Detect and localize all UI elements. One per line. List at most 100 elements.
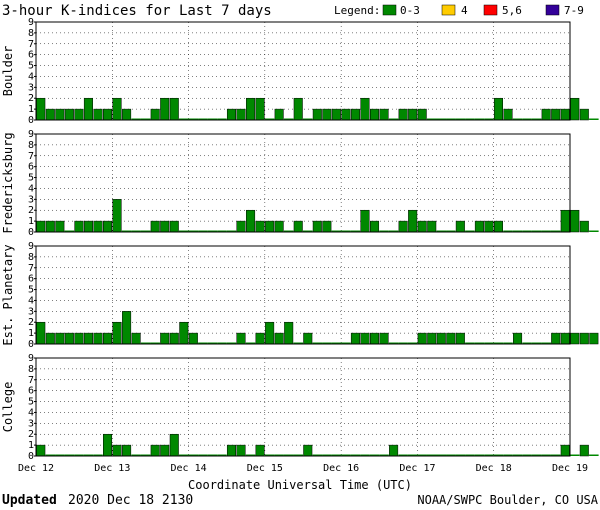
bar (236, 108, 246, 121)
series-label: Fredericksburg (1, 132, 15, 233)
bar (150, 220, 160, 233)
bar (284, 321, 294, 345)
bar (64, 108, 74, 121)
bar (512, 118, 523, 120)
bar (198, 342, 208, 344)
y-tick-label: 8 (28, 364, 34, 375)
bar (341, 454, 351, 456)
bar (417, 454, 427, 456)
bar (283, 230, 294, 232)
bar (312, 220, 322, 233)
y-tick-label: 4 (28, 407, 34, 418)
bar (274, 108, 284, 121)
bar (560, 444, 570, 457)
bar (446, 332, 456, 345)
y-tick-label: 9 (28, 353, 34, 364)
bar (331, 230, 342, 232)
bar (74, 454, 84, 456)
bar (264, 454, 275, 456)
bar (140, 230, 151, 232)
bar (560, 209, 570, 233)
bar (322, 454, 332, 456)
bar (274, 220, 284, 233)
bar (226, 108, 236, 121)
bar (140, 454, 151, 456)
bar (370, 108, 380, 121)
y-tick-label: 1 (28, 328, 34, 339)
y-tick-label: 6 (28, 50, 34, 61)
bar (179, 454, 189, 456)
series-label: Boulder (1, 46, 15, 97)
y-tick-label: 3 (28, 418, 34, 429)
y-tick-label: 2 (28, 429, 34, 440)
bar (350, 332, 360, 345)
bar (579, 444, 589, 457)
bar (455, 220, 465, 233)
bar (64, 230, 75, 232)
y-tick-label: 7 (28, 39, 34, 50)
bar (169, 220, 179, 233)
bar (322, 220, 332, 233)
panel-frame (35, 357, 571, 457)
bar (455, 454, 466, 456)
bar (217, 342, 227, 344)
bar (160, 332, 170, 345)
bar (560, 332, 570, 345)
x-tick-label: Dec 17 (399, 463, 435, 474)
bar (198, 118, 208, 120)
bar (293, 342, 303, 344)
bar (493, 97, 504, 121)
bar (417, 108, 427, 121)
bar (484, 342, 494, 344)
bar (408, 209, 418, 233)
bar (407, 454, 418, 456)
bar (370, 220, 380, 233)
bar (465, 230, 475, 232)
legend-swatch-2 (483, 4, 498, 16)
bar (83, 332, 93, 345)
bar (217, 118, 227, 120)
bar (55, 108, 65, 121)
y-tick-label: 4 (28, 295, 34, 306)
bar (579, 332, 589, 345)
y-tick-label: 9 (28, 129, 34, 140)
bar (341, 342, 351, 344)
bar (512, 454, 523, 456)
footer-credit: NOAA/SWPC Boulder, CO USA (417, 493, 598, 507)
y-tick-label: 4 (28, 71, 34, 82)
bar (83, 97, 93, 121)
bar (436, 332, 446, 345)
panel-frame (35, 133, 571, 233)
bar (541, 342, 551, 344)
bar (303, 444, 313, 457)
bar (570, 209, 580, 233)
bar (465, 118, 475, 120)
bar (474, 118, 485, 120)
bar (560, 108, 570, 121)
bar (112, 199, 122, 233)
bar (93, 220, 103, 233)
bar (93, 108, 103, 121)
legend-entry-2: 5,6 (502, 4, 522, 17)
bar (55, 332, 65, 345)
bar (379, 332, 389, 345)
bar (398, 454, 408, 456)
bar (322, 342, 332, 344)
panel-bg (36, 22, 570, 120)
bar (446, 118, 456, 120)
x-tick-label: Dec 19 (552, 463, 588, 474)
bar (293, 220, 303, 233)
bar (64, 332, 74, 345)
bar (265, 220, 275, 233)
bar (379, 454, 389, 456)
bar (550, 454, 561, 456)
y-tick-label: 1 (28, 216, 34, 227)
bar (236, 444, 246, 457)
bar (265, 321, 275, 345)
bar (255, 444, 265, 457)
bar (331, 342, 342, 344)
y-tick-label: 0 (28, 451, 34, 462)
bar (455, 332, 465, 345)
